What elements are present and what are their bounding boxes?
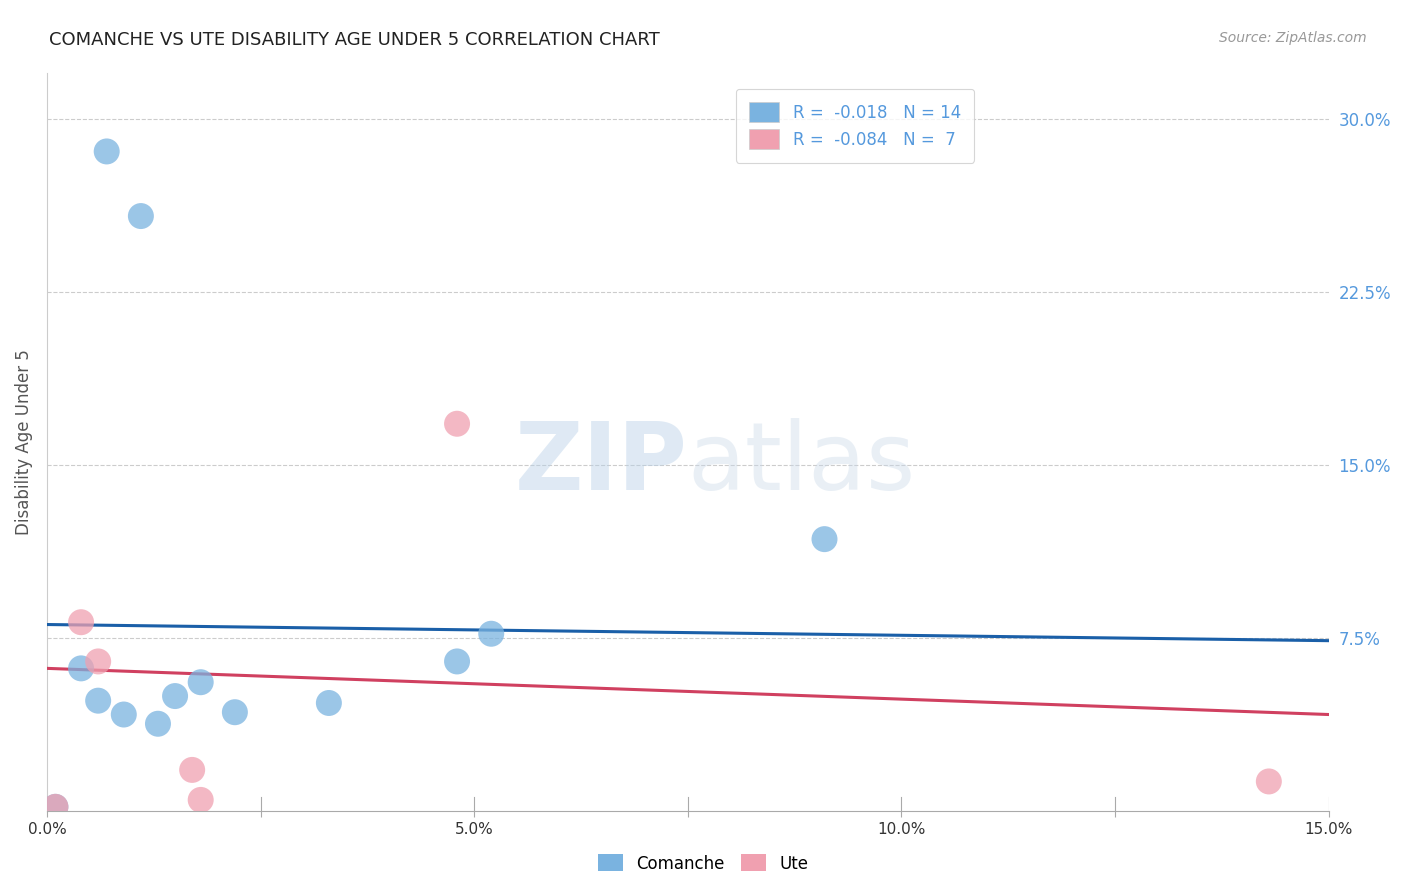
Point — [146, 716, 169, 731]
Legend: R =  -0.018   N = 14, R =  -0.084   N =  7: R = -0.018 N = 14, R = -0.084 N = 7 — [735, 88, 974, 162]
Text: COMANCHE VS UTE DISABILITY AGE UNDER 5 CORRELATION CHART: COMANCHE VS UTE DISABILITY AGE UNDER 5 C… — [49, 31, 659, 49]
Point — [446, 417, 468, 431]
Point — [165, 689, 187, 703]
Point — [87, 694, 110, 708]
Point — [224, 705, 246, 719]
Point — [112, 707, 135, 722]
Point — [190, 675, 212, 690]
Legend: Comanche, Ute: Comanche, Ute — [591, 847, 815, 880]
Point — [181, 763, 204, 777]
Point — [479, 626, 502, 640]
Point — [1257, 774, 1279, 789]
Point — [87, 655, 110, 669]
Point — [44, 800, 66, 814]
Point — [44, 800, 66, 814]
Y-axis label: Disability Age Under 5: Disability Age Under 5 — [15, 350, 32, 535]
Point — [96, 145, 118, 159]
Text: ZIP: ZIP — [515, 418, 688, 510]
Text: atlas: atlas — [688, 418, 917, 510]
Point — [318, 696, 340, 710]
Text: Source: ZipAtlas.com: Source: ZipAtlas.com — [1219, 31, 1367, 45]
Point — [70, 661, 93, 675]
Point — [129, 209, 152, 223]
Point — [446, 655, 468, 669]
Point — [813, 532, 835, 546]
Point — [70, 615, 93, 630]
Point — [190, 793, 212, 807]
